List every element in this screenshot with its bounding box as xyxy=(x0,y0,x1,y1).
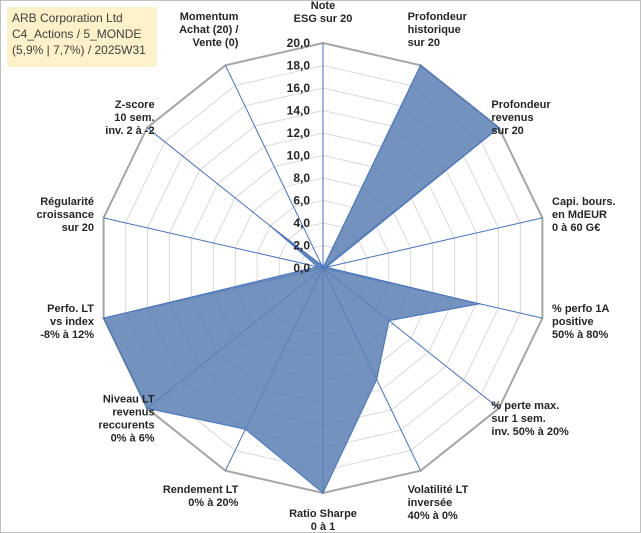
data-point xyxy=(320,264,323,266)
axis-label: Rendement LT 0% à 20% xyxy=(163,484,239,509)
title-line-2: C4_Actions / 5_MONDE xyxy=(12,27,142,41)
data-point xyxy=(479,303,481,305)
data-point xyxy=(316,265,319,268)
data-point xyxy=(388,319,390,322)
tick-label: 4,0 xyxy=(293,216,310,230)
data-point xyxy=(322,492,324,494)
tick-label: 20,0 xyxy=(287,36,311,50)
tick-label: 18,0 xyxy=(287,59,311,73)
title-line-3: (5,9% | 7,7%) / 2025W31 xyxy=(12,43,146,57)
tick-label: 8,0 xyxy=(293,171,310,185)
axis-label: % perfo 1A positive 50% à 80% xyxy=(552,303,610,341)
tick-label: 0,0 xyxy=(293,261,310,275)
axis-label: Volatilité LT inversée 40% à 0% xyxy=(408,484,469,522)
data-point xyxy=(325,266,328,269)
tick-label: 6,0 xyxy=(293,194,310,208)
radar-axis-labels: Note ESG sur 20 Profondeur historique sur 20… xyxy=(37,1,616,532)
data-point xyxy=(269,225,272,227)
axis-label: Perfo. LT vs index -8% à 12% xyxy=(40,303,95,341)
data-point xyxy=(375,378,378,381)
axis-label: Profondeur historique sur 20 xyxy=(408,11,468,49)
axis-label: Ratio Sharpe 0 à 1 xyxy=(289,508,357,532)
axis-spoke xyxy=(322,217,543,269)
axis-label: Profondeur revenus sur 20 xyxy=(491,99,551,137)
tick-label: 16,0 xyxy=(287,81,311,95)
radar-tick-labels: 0,0 2,0 4,0 6,0 8,0 10,0 12,0 14,0 16,0 18,0 20,0 xyxy=(287,36,311,275)
axis-label: Capi. bours. en MdEUR 0 à 60 G€ xyxy=(552,196,616,234)
tick-label: 10,0 xyxy=(287,149,311,163)
axis-label: Note ESG sur 20 xyxy=(294,1,353,25)
title-line-1: ARB Corporation Ltd xyxy=(12,11,123,25)
axis-label: Niveau LT revenus reccurents 0% à 6% xyxy=(98,393,155,444)
tick-label: 14,0 xyxy=(287,104,311,118)
data-point xyxy=(102,317,105,319)
data-point xyxy=(322,267,324,269)
axis-label: Régularité croissance sur 20 xyxy=(37,196,94,234)
axis-label: Momentum Achat (20) / Vente (0) xyxy=(179,11,239,49)
data-point xyxy=(498,126,500,129)
data-point xyxy=(244,428,247,431)
chart-title-box: ARB Corporation Ltd C4_Actions / 5_MONDE… xyxy=(7,7,157,67)
axis-label: % perte max. sur 1 sem. inv. 50% à 20% xyxy=(491,400,569,438)
axis-label: Z-score 10 sem. inv. 2 à -2 xyxy=(105,99,154,137)
tick-label: 12,0 xyxy=(287,126,311,140)
data-point xyxy=(146,407,148,410)
tick-label: 2,0 xyxy=(293,239,310,253)
radar-series xyxy=(102,64,500,494)
axis-spoke xyxy=(224,65,324,269)
axis-spoke xyxy=(103,217,324,269)
data-point xyxy=(419,64,422,67)
